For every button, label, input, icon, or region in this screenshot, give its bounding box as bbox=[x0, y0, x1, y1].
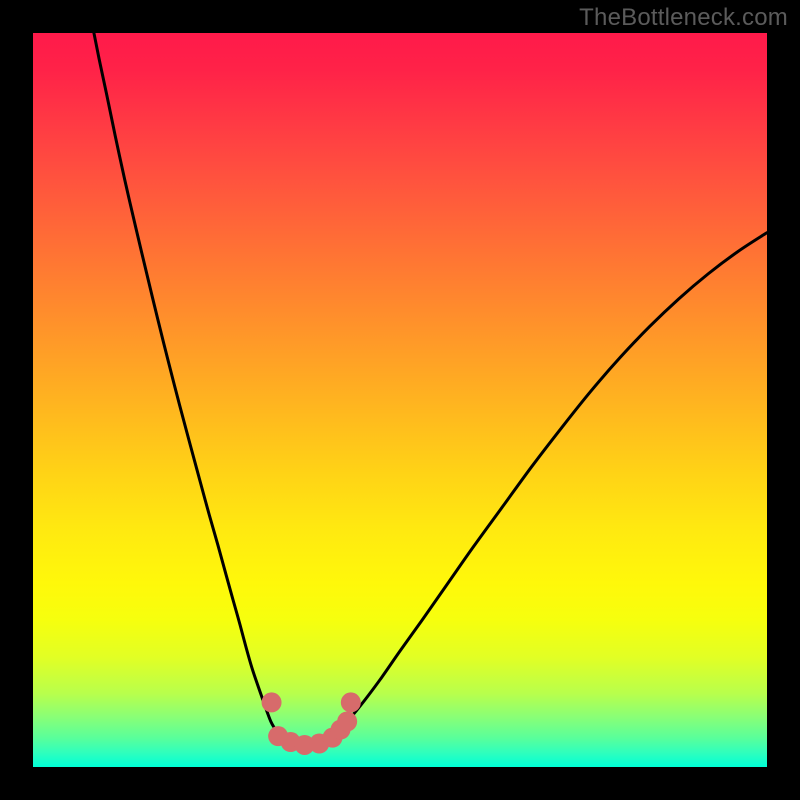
chart-container: TheBottleneck.com bbox=[0, 0, 800, 800]
marker-point bbox=[262, 692, 282, 712]
curves-layer bbox=[33, 33, 767, 767]
marker-point bbox=[337, 711, 357, 731]
watermark-text: TheBottleneck.com bbox=[579, 4, 788, 32]
plot-area bbox=[33, 33, 767, 767]
marker-point bbox=[341, 692, 361, 712]
bottleneck-curve bbox=[94, 33, 767, 745]
